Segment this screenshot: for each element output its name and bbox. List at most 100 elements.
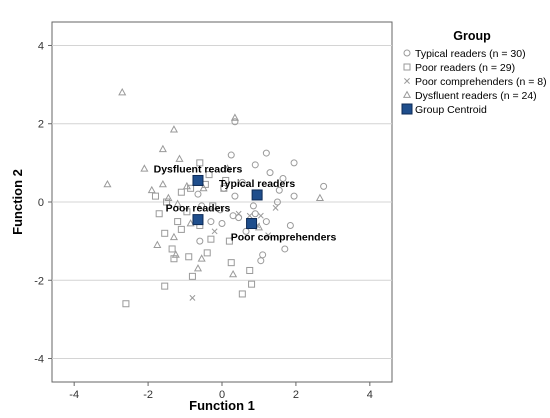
legend: Group Typical readers (n = 30) Poor reade… — [401, 29, 547, 116]
legend-cross-icon — [404, 78, 410, 84]
triangle-point — [230, 113, 239, 121]
circle-point — [198, 202, 206, 210]
axis-ticks: 4 2 0 -2 -4 -4 -2 0 2 4 — [34, 40, 373, 401]
square-point — [225, 237, 233, 245]
cross-point — [189, 294, 196, 301]
circle-point — [262, 218, 270, 226]
circle-point — [235, 214, 243, 222]
circle-point — [196, 237, 204, 245]
circle-point — [262, 149, 270, 157]
cross-point — [272, 204, 279, 211]
legend-circle-icon — [403, 49, 411, 57]
legend-entry-label: Typical readers (n = 30) — [415, 48, 526, 60]
cross-point — [246, 212, 253, 219]
triangle-point — [175, 154, 184, 162]
triangle-point — [182, 181, 191, 190]
triangle-point — [147, 185, 156, 194]
group-centroids: Dysfluent readers Typical readers Poor rea… — [154, 163, 337, 243]
centroid-label: Poor comprehenders — [231, 232, 337, 244]
triangle-point — [199, 183, 208, 192]
x-tick-label: 4 — [367, 389, 373, 401]
legend-entry-label: Poor readers (n = 29) — [415, 62, 515, 74]
triangle-point — [153, 240, 162, 248]
y-tick-label: -2 — [34, 275, 44, 287]
cross-point — [235, 210, 242, 217]
legend-entry-label: Poor comprehenders (n = 8) — [415, 76, 547, 88]
square-point — [248, 280, 256, 288]
circle-point — [249, 202, 257, 210]
square-point — [122, 300, 130, 308]
square-point — [238, 290, 246, 298]
square-point — [188, 272, 196, 280]
square-point — [227, 259, 235, 267]
legend-centroid-icon — [401, 103, 413, 115]
legend-entry-label: Group Centroid — [415, 104, 487, 116]
legend-title: Group — [453, 29, 491, 43]
y-axis-title: Function 2 — [10, 169, 25, 235]
circle-point — [231, 192, 239, 200]
triangle-point — [169, 232, 179, 241]
square-point — [174, 218, 182, 226]
triangle-point — [173, 199, 182, 207]
triangle-point — [164, 193, 173, 201]
legend-triangle-icon — [402, 90, 412, 98]
centroid-label: Dysfluent readers — [154, 163, 243, 175]
square-point — [246, 266, 254, 274]
centroid-label: Poor readers — [166, 203, 231, 215]
circle-point — [194, 190, 202, 198]
circle-point — [216, 206, 224, 214]
square-point — [205, 171, 213, 179]
square-point — [183, 208, 191, 216]
x-tick-label: -2 — [143, 389, 153, 401]
y-tick-label: 4 — [38, 40, 44, 52]
square-point — [177, 225, 185, 233]
triangle-point — [158, 179, 167, 188]
square-point — [168, 245, 176, 253]
circle-point — [320, 182, 328, 190]
square-point — [161, 229, 169, 237]
circle-point — [242, 227, 250, 235]
centroid-marker — [192, 174, 204, 186]
x-axis-title: Function 1 — [189, 398, 255, 413]
cross-point — [265, 232, 272, 239]
triangle-point — [169, 125, 179, 133]
triangle-point — [315, 193, 324, 201]
circle-point — [218, 220, 226, 228]
square-point — [207, 235, 215, 243]
triangle-point — [158, 144, 167, 153]
circle-point — [207, 218, 215, 226]
cross-point — [257, 212, 264, 219]
circle-point — [238, 178, 246, 186]
centroid-marker — [192, 214, 204, 226]
cross-point — [211, 228, 218, 235]
triangle-point — [193, 264, 203, 272]
circle-point — [266, 169, 274, 177]
square-point — [185, 253, 193, 261]
circle-point — [275, 186, 283, 194]
square-point — [155, 210, 163, 218]
triangle-point — [140, 164, 149, 172]
square-point — [161, 282, 169, 290]
y-tick-label: 0 — [38, 197, 44, 209]
y-tick-label: -4 — [34, 354, 44, 366]
square-point — [196, 159, 204, 167]
triangle-point — [229, 269, 238, 278]
legend-entry-label: Dysfluent readers (n = 24) — [415, 90, 537, 102]
square-point — [222, 176, 230, 184]
circle-point — [231, 118, 239, 126]
circle-point — [281, 245, 289, 253]
square-point — [220, 184, 228, 192]
x-tick-label: 2 — [293, 389, 299, 401]
triangle-point — [223, 164, 232, 172]
centroid-marker — [251, 189, 263, 201]
triangle-point — [171, 250, 180, 258]
triangle-point — [254, 222, 264, 231]
circle-point — [251, 161, 259, 169]
legend-square-icon — [403, 63, 411, 71]
triangle-point — [197, 254, 206, 262]
square-point — [209, 202, 217, 210]
square-point — [177, 188, 185, 196]
circle-point — [290, 192, 298, 200]
circle-point — [257, 257, 265, 265]
